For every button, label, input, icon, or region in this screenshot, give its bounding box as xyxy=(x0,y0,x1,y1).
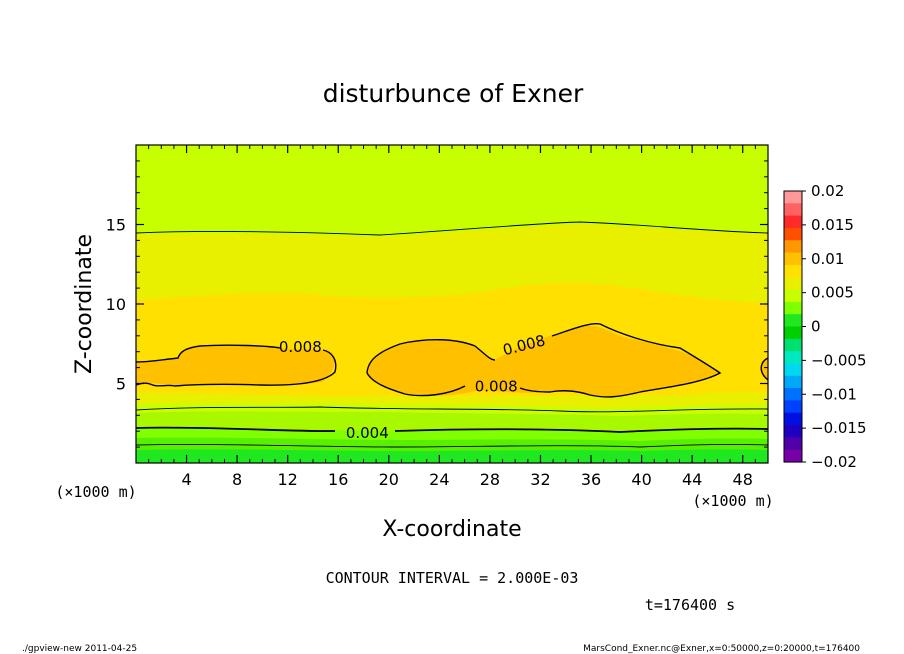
colorbar-label: −0.01 xyxy=(811,385,857,403)
contour-fill xyxy=(136,145,768,463)
colorbar-swatch xyxy=(784,240,802,254)
contour-label: 0.004 xyxy=(346,424,389,442)
colorbar-swatch xyxy=(784,227,802,241)
contour-line-0008-right xyxy=(366,322,722,398)
colorbar-label: 0.02 xyxy=(811,182,844,200)
x-tick-label: 8 xyxy=(232,470,242,489)
colorbar-swatch xyxy=(784,326,802,340)
colorbar-swatch xyxy=(784,215,802,229)
colorbar-swatch xyxy=(784,437,802,451)
colorbar-label: −0.02 xyxy=(811,453,857,471)
x-axis-label: X-coordinate xyxy=(382,517,521,542)
x-unit-left: (×1000 m) xyxy=(55,483,136,501)
chart-title: disturbunce of Exner xyxy=(323,79,584,108)
colorbar-swatch xyxy=(784,449,802,463)
colorbar-swatch xyxy=(784,400,802,414)
contour-line-0008-edge xyxy=(760,357,768,381)
colorbar-label: −0.015 xyxy=(811,419,867,437)
colorbar-swatch xyxy=(784,252,802,266)
contour-line-0006 xyxy=(136,221,768,236)
x-tick-label: 16 xyxy=(328,470,348,489)
x-tick-label: 32 xyxy=(530,470,550,489)
colorbar-label: 0.01 xyxy=(811,250,844,268)
x-tick-label: 40 xyxy=(631,470,651,489)
x-tick-label: 20 xyxy=(379,470,399,489)
colorbar-label: 0 xyxy=(811,318,821,336)
colorbar-swatch xyxy=(784,412,802,426)
fill-region-0008-right xyxy=(367,325,720,397)
colorbar-swatch xyxy=(784,289,802,303)
colorbar-swatch xyxy=(784,301,802,315)
contour-interval-text: CONTOUR INTERVAL = 2.000E-03 xyxy=(326,569,579,587)
y-tick-label: 15 xyxy=(106,216,126,235)
x-tick-label: 48 xyxy=(733,470,753,489)
y-tick-label: 10 xyxy=(106,295,126,314)
colorbar-swatch xyxy=(784,338,802,352)
colorbar-swatch xyxy=(784,363,802,377)
colorbar-swatch xyxy=(784,264,802,278)
colorbar-label: −0.005 xyxy=(811,351,867,369)
colorbar-label: 0.005 xyxy=(811,284,854,302)
colorbar-swatch xyxy=(784,351,802,365)
colorbar-swatch xyxy=(784,425,802,438)
colorbar-label: 0.015 xyxy=(811,216,854,234)
colorbar-swatch xyxy=(784,203,802,217)
y-tick-label: 5 xyxy=(116,375,126,394)
x-tick-label: 44 xyxy=(682,470,702,489)
contour-line-0002 xyxy=(136,443,768,448)
colorbar-swatch xyxy=(784,277,802,291)
x-tick-label: 28 xyxy=(480,470,500,489)
colorbar: 0.02 0.015 0.01 0.005 0 −0.005 −0.01 −0.015 −0.0… xyxy=(783,182,867,471)
contour-label: 0.008 xyxy=(475,378,518,396)
colorbar-swatch xyxy=(784,375,802,389)
fill-region-0008-left xyxy=(136,345,335,385)
time-text: t=176400 s xyxy=(645,596,735,614)
y-axis-label: Z-coordinate xyxy=(72,234,97,374)
x-tick-label: 12 xyxy=(278,470,298,489)
contour-line-0005 xyxy=(136,406,768,413)
fill-band-0000 xyxy=(136,449,768,463)
colorbar-swatch xyxy=(784,388,802,402)
x-tick-label: 4 xyxy=(181,470,191,489)
y-axis: 5 10 15 xyxy=(106,160,768,448)
contour-line-0008-left xyxy=(136,344,337,387)
colorbar-swatch xyxy=(784,314,802,328)
x-unit-right: (×1000 m) xyxy=(692,492,773,510)
footer-right: MarsCond_Exner.nc@Exner,x=0:50000,z=0:20… xyxy=(583,644,860,654)
x-axis: 4 8 12 16 20 24 28 32 36 40 44 48 xyxy=(148,145,756,489)
x-tick-label: 36 xyxy=(581,470,601,489)
contour-line-0004 xyxy=(136,426,768,433)
contour-lines xyxy=(136,221,768,448)
footer-left: ./gpview-new 2011-04-25 xyxy=(22,644,137,654)
colorbar-swatch xyxy=(784,191,802,204)
x-tick-label: 24 xyxy=(429,470,449,489)
contour-label: 0.008 xyxy=(279,338,322,356)
